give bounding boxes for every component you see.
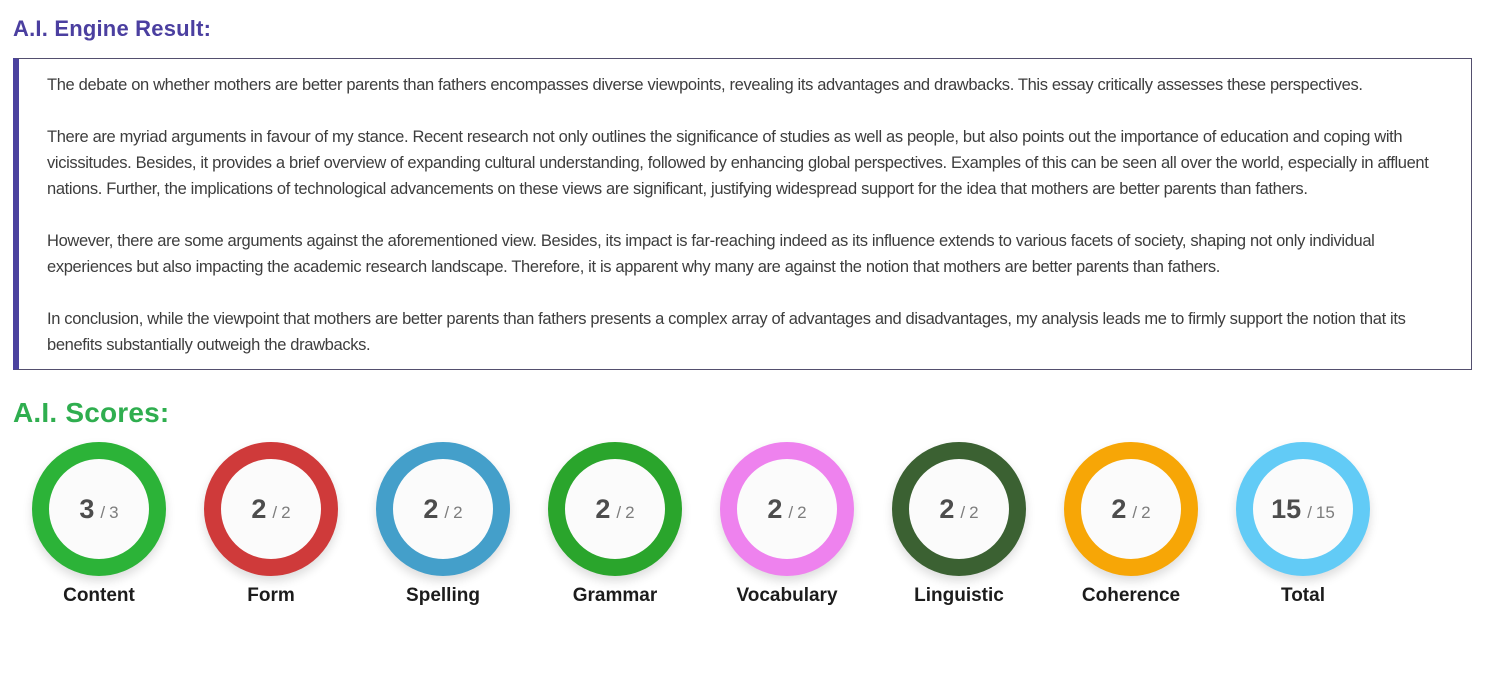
score-value: 2 (251, 493, 267, 524)
score-ring-spelling: 2 / 2 (376, 442, 510, 576)
essay-paragraph-4: In conclusion, while the viewpoint that … (47, 310, 1406, 354)
score-ring-form: 2 / 2 (204, 442, 338, 576)
score-text: 3 / 3 (79, 494, 118, 525)
score-cell-grammar: 2 / 2 Grammar (529, 442, 701, 607)
score-ring-total: 15 / 15 (1236, 442, 1370, 576)
essay-paragraph-1: The debate on whether mothers are better… (47, 76, 1363, 94)
ai-scores-heading: A.I. Scores: (13, 397, 170, 428)
essay-result-box: The debate on whether mothers are better… (13, 58, 1472, 370)
score-value: 2 (939, 493, 955, 524)
score-label-coherence: Coherence (1081, 585, 1181, 606)
score-max: 2 (1141, 502, 1151, 522)
score-text: 2 / 2 (251, 494, 290, 525)
score-separator: / (100, 502, 106, 522)
score-cell-total: 15 / 15 Total (1217, 442, 1389, 607)
score-max: 2 (797, 502, 807, 522)
score-max: 3 (109, 502, 119, 522)
scores-row: 3 / 3 Content 2 / 2 Form 2 / (13, 442, 1389, 607)
score-label-total: Total (1281, 585, 1325, 606)
score-label-content: Content (63, 585, 135, 606)
score-text: 2 / 2 (423, 494, 462, 525)
score-ring-coherence: 2 / 2 (1064, 442, 1198, 576)
score-cell-linguistic: 2 / 2 Linguistic (873, 442, 1045, 607)
essay-paragraph-3: However, there are some arguments agains… (47, 232, 1375, 276)
essay-paragraph-2: There are myriad arguments in favour of … (47, 128, 1429, 198)
score-label-vocabulary: Vocabulary (736, 585, 838, 606)
score-cell-spelling: 2 / 2 Spelling (357, 442, 529, 607)
score-value: 2 (767, 493, 783, 524)
score-max: 2 (625, 502, 635, 522)
score-separator: / (788, 502, 794, 522)
score-cell-content: 3 / 3 Content (13, 442, 185, 607)
score-label-form: Form (247, 585, 295, 606)
score-cell-coherence: 2 / 2 Coherence (1045, 442, 1217, 607)
score-ring-linguistic: 2 / 2 (892, 442, 1026, 576)
engine-result-heading: A.I. Engine Result: (13, 16, 212, 41)
score-value: 2 (595, 493, 611, 524)
score-ring-vocabulary: 2 / 2 (720, 442, 854, 576)
score-max: 2 (969, 502, 979, 522)
score-text: 2 / 2 (595, 494, 634, 525)
score-separator: / (616, 502, 622, 522)
score-ring-content: 3 / 3 (32, 442, 166, 576)
score-value: 3 (79, 493, 95, 524)
ai-result-page: A.I. Engine Result: The debate on whethe… (13, 16, 1472, 607)
score-separator: / (1132, 502, 1138, 522)
score-label-spelling: Spelling (406, 585, 480, 606)
score-separator: / (1307, 502, 1312, 522)
score-max: 2 (453, 502, 463, 522)
score-cell-vocabulary: 2 / 2 Vocabulary (701, 442, 873, 607)
score-text: 2 / 2 (1111, 494, 1150, 525)
score-text: 2 / 2 (939, 494, 978, 525)
score-separator: / (444, 502, 450, 522)
score-max: 15 (1315, 502, 1335, 522)
score-text: 15 / 15 (1271, 494, 1335, 525)
score-value: 2 (423, 493, 439, 524)
score-cell-form: 2 / 2 Form (185, 442, 357, 607)
score-text: 2 / 2 (767, 494, 806, 525)
score-ring-grammar: 2 / 2 (548, 442, 682, 576)
score-value: 15 (1271, 493, 1302, 524)
score-label-grammar: Grammar (572, 585, 658, 606)
score-value: 2 (1111, 493, 1127, 524)
score-separator: / (960, 502, 966, 522)
score-label-linguistic: Linguistic (914, 585, 1004, 606)
score-separator: / (272, 502, 278, 522)
score-max: 2 (281, 502, 291, 522)
